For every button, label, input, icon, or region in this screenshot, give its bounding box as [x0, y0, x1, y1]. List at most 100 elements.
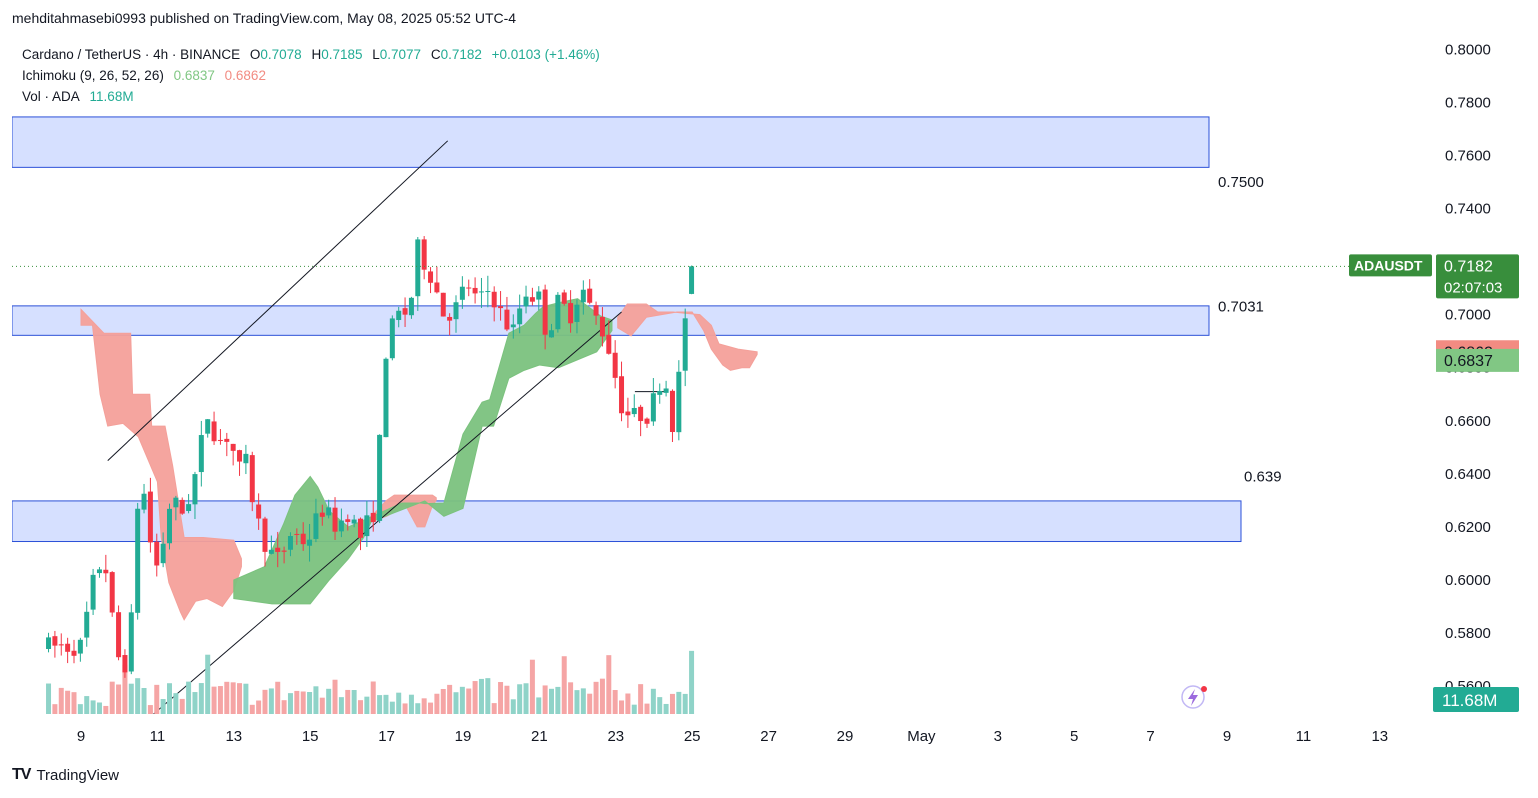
- volume-bar: [160, 699, 166, 714]
- candle-body: [84, 611, 90, 638]
- volume-bar: [676, 691, 682, 714]
- candle-body: [631, 407, 637, 415]
- candle-body: [510, 324, 516, 328]
- volume-bar: [345, 689, 351, 714]
- ichimoku-legend-row[interactable]: Ichimoku (9, 26, 52, 26) 0.6837 0.6862: [22, 65, 600, 86]
- volume-bar: [357, 700, 363, 714]
- volume-bar: [466, 688, 472, 714]
- candle-body: [644, 418, 650, 424]
- y-axis-tick-label: 0.6400: [1445, 466, 1491, 483]
- volume-bar: [555, 686, 561, 714]
- y-axis-tick-label: 0.8000: [1445, 41, 1491, 58]
- candle-body: [478, 291, 484, 293]
- candle-body: [472, 287, 478, 294]
- symbol-legend-row[interactable]: Cardano / TetherUS · 4h · BINANCE O0.707…: [22, 44, 600, 65]
- open-value: 0.7078: [260, 47, 302, 62]
- candle-body: [606, 334, 612, 354]
- candle-body: [638, 406, 644, 422]
- candle-body: [523, 296, 529, 307]
- ichimoku-badge-label: 0.6837: [1444, 353, 1493, 370]
- volume-bar: [408, 694, 414, 714]
- volume-bar: [52, 704, 58, 714]
- candle-body: [217, 439, 223, 441]
- ichimoku-label[interactable]: Ichimoku (9, 26, 52, 26): [22, 68, 164, 83]
- trendline-lower-channel: [153, 311, 622, 714]
- volume-label[interactable]: Vol · ADA: [22, 89, 80, 104]
- x-axis-tick-label: 9: [77, 728, 85, 745]
- candle-body: [536, 291, 542, 300]
- volume-bar: [631, 704, 637, 714]
- candle-body: [650, 393, 656, 422]
- close-value: 0.7182: [440, 47, 482, 62]
- candle-body: [377, 434, 383, 521]
- low-value: 0.7077: [379, 47, 422, 62]
- candle-body: [453, 302, 459, 320]
- y-axis-tick-label: 0.7400: [1445, 200, 1491, 217]
- volume-bar: [587, 693, 593, 714]
- y-axis-tick-label: 0.6600: [1445, 413, 1491, 430]
- volume-bar: [166, 683, 172, 714]
- candle-body: [561, 292, 567, 304]
- x-axis-tick-label: 15: [302, 728, 319, 745]
- candle-body: [211, 421, 217, 442]
- volume-badge-label: 11.68M: [1442, 691, 1497, 710]
- candle-body: [504, 309, 510, 330]
- candle-body: [313, 513, 319, 539]
- volume-bar: [179, 698, 185, 714]
- candle-body: [77, 639, 83, 654]
- candle-body: [580, 289, 586, 303]
- candle-body: [517, 308, 523, 325]
- candle-body: [434, 282, 440, 293]
- candle-body: [237, 450, 243, 462]
- candle-body: [421, 239, 427, 270]
- volume-bar: [669, 693, 675, 714]
- symbol-name[interactable]: Cardano / TetherUS · 4h · BINANCE: [22, 47, 241, 62]
- candle-body: [676, 371, 682, 433]
- x-axis-tick-label: 5: [1070, 728, 1078, 745]
- volume-legend-row[interactable]: Vol · ADA 11.68M: [22, 86, 600, 107]
- low-label: L: [372, 47, 380, 62]
- candle-body: [65, 643, 71, 652]
- candle-body: [485, 291, 491, 293]
- candle-body: [555, 294, 561, 330]
- tradingview-logo: TV: [12, 766, 31, 783]
- candle-body: [300, 533, 306, 545]
- candle-body: [619, 376, 625, 414]
- volume-bar: [211, 686, 217, 714]
- candle-body: [287, 536, 293, 550]
- candle-body: [262, 518, 268, 552]
- volume-bar: [650, 688, 656, 714]
- volume-bar: [294, 690, 300, 714]
- volume-bar: [485, 678, 491, 714]
- volume-bar: [141, 688, 147, 714]
- candle-body: [364, 515, 370, 537]
- volume-bar: [459, 686, 465, 714]
- notification-dot-icon: [1201, 686, 1207, 692]
- volume-bar: [268, 688, 274, 714]
- x-axis-tick-label: 29: [837, 728, 854, 745]
- volume-bar: [580, 688, 586, 714]
- volume-bar: [472, 681, 478, 714]
- candle-body: [498, 306, 504, 309]
- candle-body: [160, 543, 166, 564]
- volume-bar: [606, 655, 612, 714]
- volume-bar: [638, 684, 644, 714]
- candle-body: [294, 533, 300, 535]
- volume-bar: [428, 702, 434, 714]
- volume-bar: [440, 688, 446, 714]
- volume-bar: [173, 693, 179, 714]
- candle-body: [663, 388, 669, 393]
- volume-bar: [536, 697, 542, 714]
- volume-bar: [46, 683, 52, 714]
- volume-bar: [663, 703, 669, 714]
- candle-body: [428, 271, 434, 283]
- support-resistance-zone: [12, 500, 1242, 543]
- volume-bar: [619, 700, 625, 714]
- candle-body: [466, 287, 472, 289]
- candle-body: [338, 520, 344, 532]
- volume-bar: [300, 691, 306, 714]
- candle-body: [657, 390, 663, 395]
- candle-body: [574, 304, 580, 322]
- volume-bar: [332, 679, 338, 714]
